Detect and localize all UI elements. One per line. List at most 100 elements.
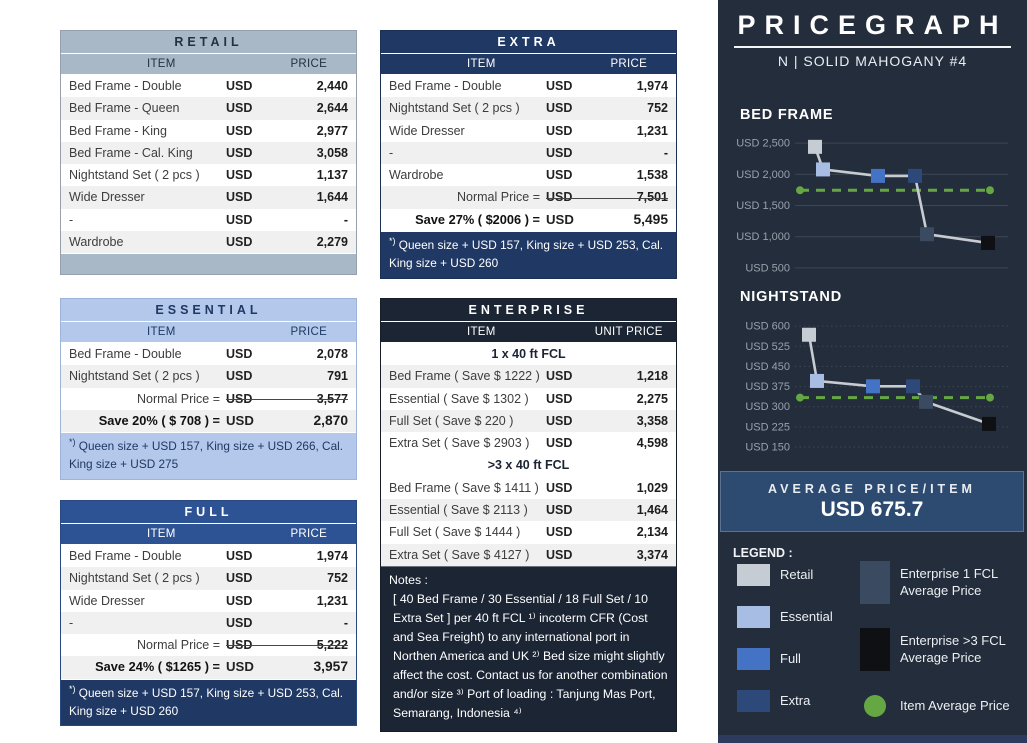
bed-frame-chart-title: BED FRAME xyxy=(740,107,834,123)
price-value: 1,218 xyxy=(636,369,668,384)
item-name: Essential ( Save $ 1302 ) xyxy=(389,391,529,406)
currency: USD xyxy=(226,615,253,630)
legend-swatch-full xyxy=(737,648,770,670)
table-row: - USD - xyxy=(61,611,356,635)
average-price-label: AVERAGE PRICE/ITEM xyxy=(768,481,976,496)
currency: USD xyxy=(546,413,573,428)
average-price-value: USD 675.7 xyxy=(820,497,924,521)
price-value: 2,078 xyxy=(316,347,348,361)
price-value: - xyxy=(663,145,668,160)
legend-left-column: Retail Essential Full Extra xyxy=(737,564,898,732)
price-value: 1,231 xyxy=(316,593,348,608)
currency: USD xyxy=(226,168,253,183)
normal-price-label: Normal Price = xyxy=(456,190,540,205)
nightstand-chart: USD 600 USD 525 USD 450 USD 375 USD 300 USD 2… xyxy=(745,321,1008,453)
legend-item-full: Full xyxy=(737,648,898,670)
table-row: Bed Frame - King USD 2,977 xyxy=(61,120,356,142)
item-name: Bed Frame ( Save $ 1222 ) xyxy=(389,369,540,384)
price-value: 3,058 xyxy=(316,145,348,160)
currency: USD xyxy=(546,391,573,406)
currency: USD xyxy=(226,412,254,428)
price-series-line xyxy=(813,146,989,245)
chart-marker-essential xyxy=(810,373,824,388)
price-value: 2,275 xyxy=(636,391,668,406)
price-value: 5,495 xyxy=(633,211,668,227)
legend-label-full: Full xyxy=(780,650,801,666)
enterprise-column-headers: ITEM UNIT PRICE xyxy=(381,322,676,343)
table-row: Bed Frame - Double USD 1,974 xyxy=(61,545,356,567)
extra-table: EXTRA ITEM PRICE Bed Frame - Double USD 1,974… xyxy=(380,30,677,279)
item-name: Bed Frame - King xyxy=(69,123,167,138)
table-row: Wide Dresser USD 1,231 xyxy=(381,120,676,142)
pricegraph-sidebar: PRICEGRAPH N | SOLID MAHOGANY #4 BED FRA… xyxy=(718,0,1027,743)
chart-marker-retail xyxy=(808,139,822,154)
currency: USD xyxy=(546,503,573,518)
item-name: Bed Frame - Double xyxy=(69,79,182,93)
table-row: Bed Frame - Queen USD 2,644 xyxy=(61,97,356,120)
average-line-end-dot xyxy=(986,393,994,402)
y-axis-tick-label: USD 375 xyxy=(745,381,790,393)
price-value: 2,977 xyxy=(316,123,348,138)
product-subtitle: N | SOLID MAHOGANY #4 xyxy=(777,53,968,69)
price-value: - xyxy=(343,212,348,227)
save-label: Save 27% ( $2006 ) = xyxy=(415,211,540,227)
price-value: 1,538 xyxy=(636,168,668,183)
currency: USD xyxy=(226,235,253,250)
price-value: 3,577 xyxy=(316,391,348,406)
table-row: Save 27% ( $2006 ) = USD 5,495 xyxy=(381,209,676,231)
currency: USD xyxy=(226,79,253,93)
table-row: Bed Frame - Double USD 2,440 xyxy=(61,75,356,97)
price-value: 2,870 xyxy=(313,412,348,428)
table-row: Save 24% ( $1265 ) = USD 3,957 xyxy=(61,656,356,679)
legend-item-ent1: Enterprise 1 FCL Average Price xyxy=(860,561,1018,604)
table-row: Bed Frame - Double USD 2,078 xyxy=(61,343,356,365)
enterprise-table: ENTERPRISE ITEM UNIT PRICE 1 x 40 ft FCL Bed… xyxy=(380,298,677,733)
price-value: 752 xyxy=(647,101,668,116)
price-value: 1,974 xyxy=(636,79,668,93)
item-name: Full Set ( Save $ 220 ) xyxy=(389,413,514,428)
nightstand-chart-title: NIGHTSTAND xyxy=(740,289,842,305)
table-row: Bed Frame ( Save $ 1222 ) USD 1,218 xyxy=(381,365,676,388)
table-row: Bed Frame - Double USD 1,974 xyxy=(381,75,676,97)
fcl-section-label: >3 x 40 ft FCL xyxy=(487,458,570,473)
normal-price-strike: USD 3,577 xyxy=(226,388,356,410)
y-axis-tick-label: USD 525 xyxy=(745,341,790,353)
table-row: Nightstand Set ( 2 pcs ) USD 791 xyxy=(61,365,356,388)
y-axis-tick-label: USD 225 xyxy=(745,421,790,433)
average-line-end-dot xyxy=(796,393,804,402)
legend-title: LEGEND : xyxy=(733,546,793,560)
table-row: Essential ( Save $ 1302 ) USD 2,275 xyxy=(381,388,676,410)
price-value: 1,974 xyxy=(316,549,348,563)
full-table-title: FULL xyxy=(61,501,356,524)
currency: USD xyxy=(226,123,253,138)
full-footnote: *) Queen size + USD 157, King size + USD… xyxy=(61,678,356,726)
column-header-price: PRICE xyxy=(290,528,328,540)
item-name: Bed Frame - Double xyxy=(69,347,182,361)
currency: USD xyxy=(226,571,253,586)
item-name: Essential ( Save $ 2113 ) xyxy=(389,503,528,518)
y-axis-tick-label: USD 2,500 xyxy=(736,138,790,150)
legend-label-essential: Essential xyxy=(780,608,833,624)
currency: USD xyxy=(546,547,573,562)
table-row: Nightstand Set ( 2 pcs ) USD 752 xyxy=(381,97,676,120)
legend-label-ent1: Enterprise 1 FCL Average Price xyxy=(900,565,998,598)
legend-swatch-ent1 xyxy=(860,561,890,604)
y-axis-tick-label: USD 500 xyxy=(745,262,790,274)
chart-marker-enterprise-3-fcl xyxy=(981,235,995,250)
chart-marker-full xyxy=(866,379,880,394)
table-row: Wide Dresser USD 1,644 xyxy=(61,186,356,209)
column-header-item: ITEM xyxy=(466,326,496,338)
price-value: 1,464 xyxy=(636,503,668,518)
item-name: Bed Frame - Double xyxy=(69,549,182,563)
legend-swatch-ent3 xyxy=(860,628,890,671)
item-name: - xyxy=(389,145,394,160)
footnote-marker: *) xyxy=(69,437,76,448)
y-axis-tick-label: USD 300 xyxy=(745,401,790,413)
extra-footnote: *) Queen size + USD 157, King size + USD… xyxy=(381,231,676,278)
full-table: FULL ITEM PRICE Bed Frame - Double USD 1,974 N… xyxy=(60,500,357,727)
normal-price-strike: USD 7,501 xyxy=(546,186,676,208)
currency: USD xyxy=(546,123,573,138)
normal-price-strike: USD 5,222 xyxy=(226,634,356,656)
currency: USD xyxy=(226,593,253,608)
item-name: Bed Frame ( Save $ 1411 ) xyxy=(389,480,539,495)
